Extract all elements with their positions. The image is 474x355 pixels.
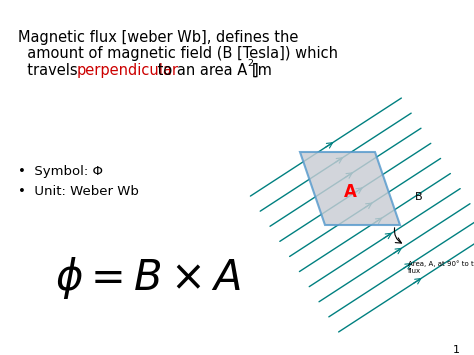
Text: Magnetic flux [weber Wb], defines the: Magnetic flux [weber Wb], defines the [18,30,298,45]
Text: B: B [415,192,423,202]
Text: $\phi = B \times A$: $\phi = B \times A$ [55,255,241,301]
Text: travels: travels [18,62,82,77]
Polygon shape [300,152,400,225]
Text: •  Unit: Weber Wb: • Unit: Weber Wb [18,185,139,198]
Text: 2: 2 [247,59,253,69]
Text: amount of magnetic field (B [Tesla]) which: amount of magnetic field (B [Tesla]) whi… [18,46,338,61]
Text: perpendicular: perpendicular [77,62,179,77]
Text: Area, A, at 90° to th
flux: Area, A, at 90° to th flux [408,260,474,274]
Text: •  Symbol: Φ: • Symbol: Φ [18,165,103,178]
Text: 1: 1 [453,345,460,355]
Text: ]: ] [252,62,258,77]
Text: A: A [344,183,356,201]
Text: to an area A [m: to an area A [m [153,62,272,77]
